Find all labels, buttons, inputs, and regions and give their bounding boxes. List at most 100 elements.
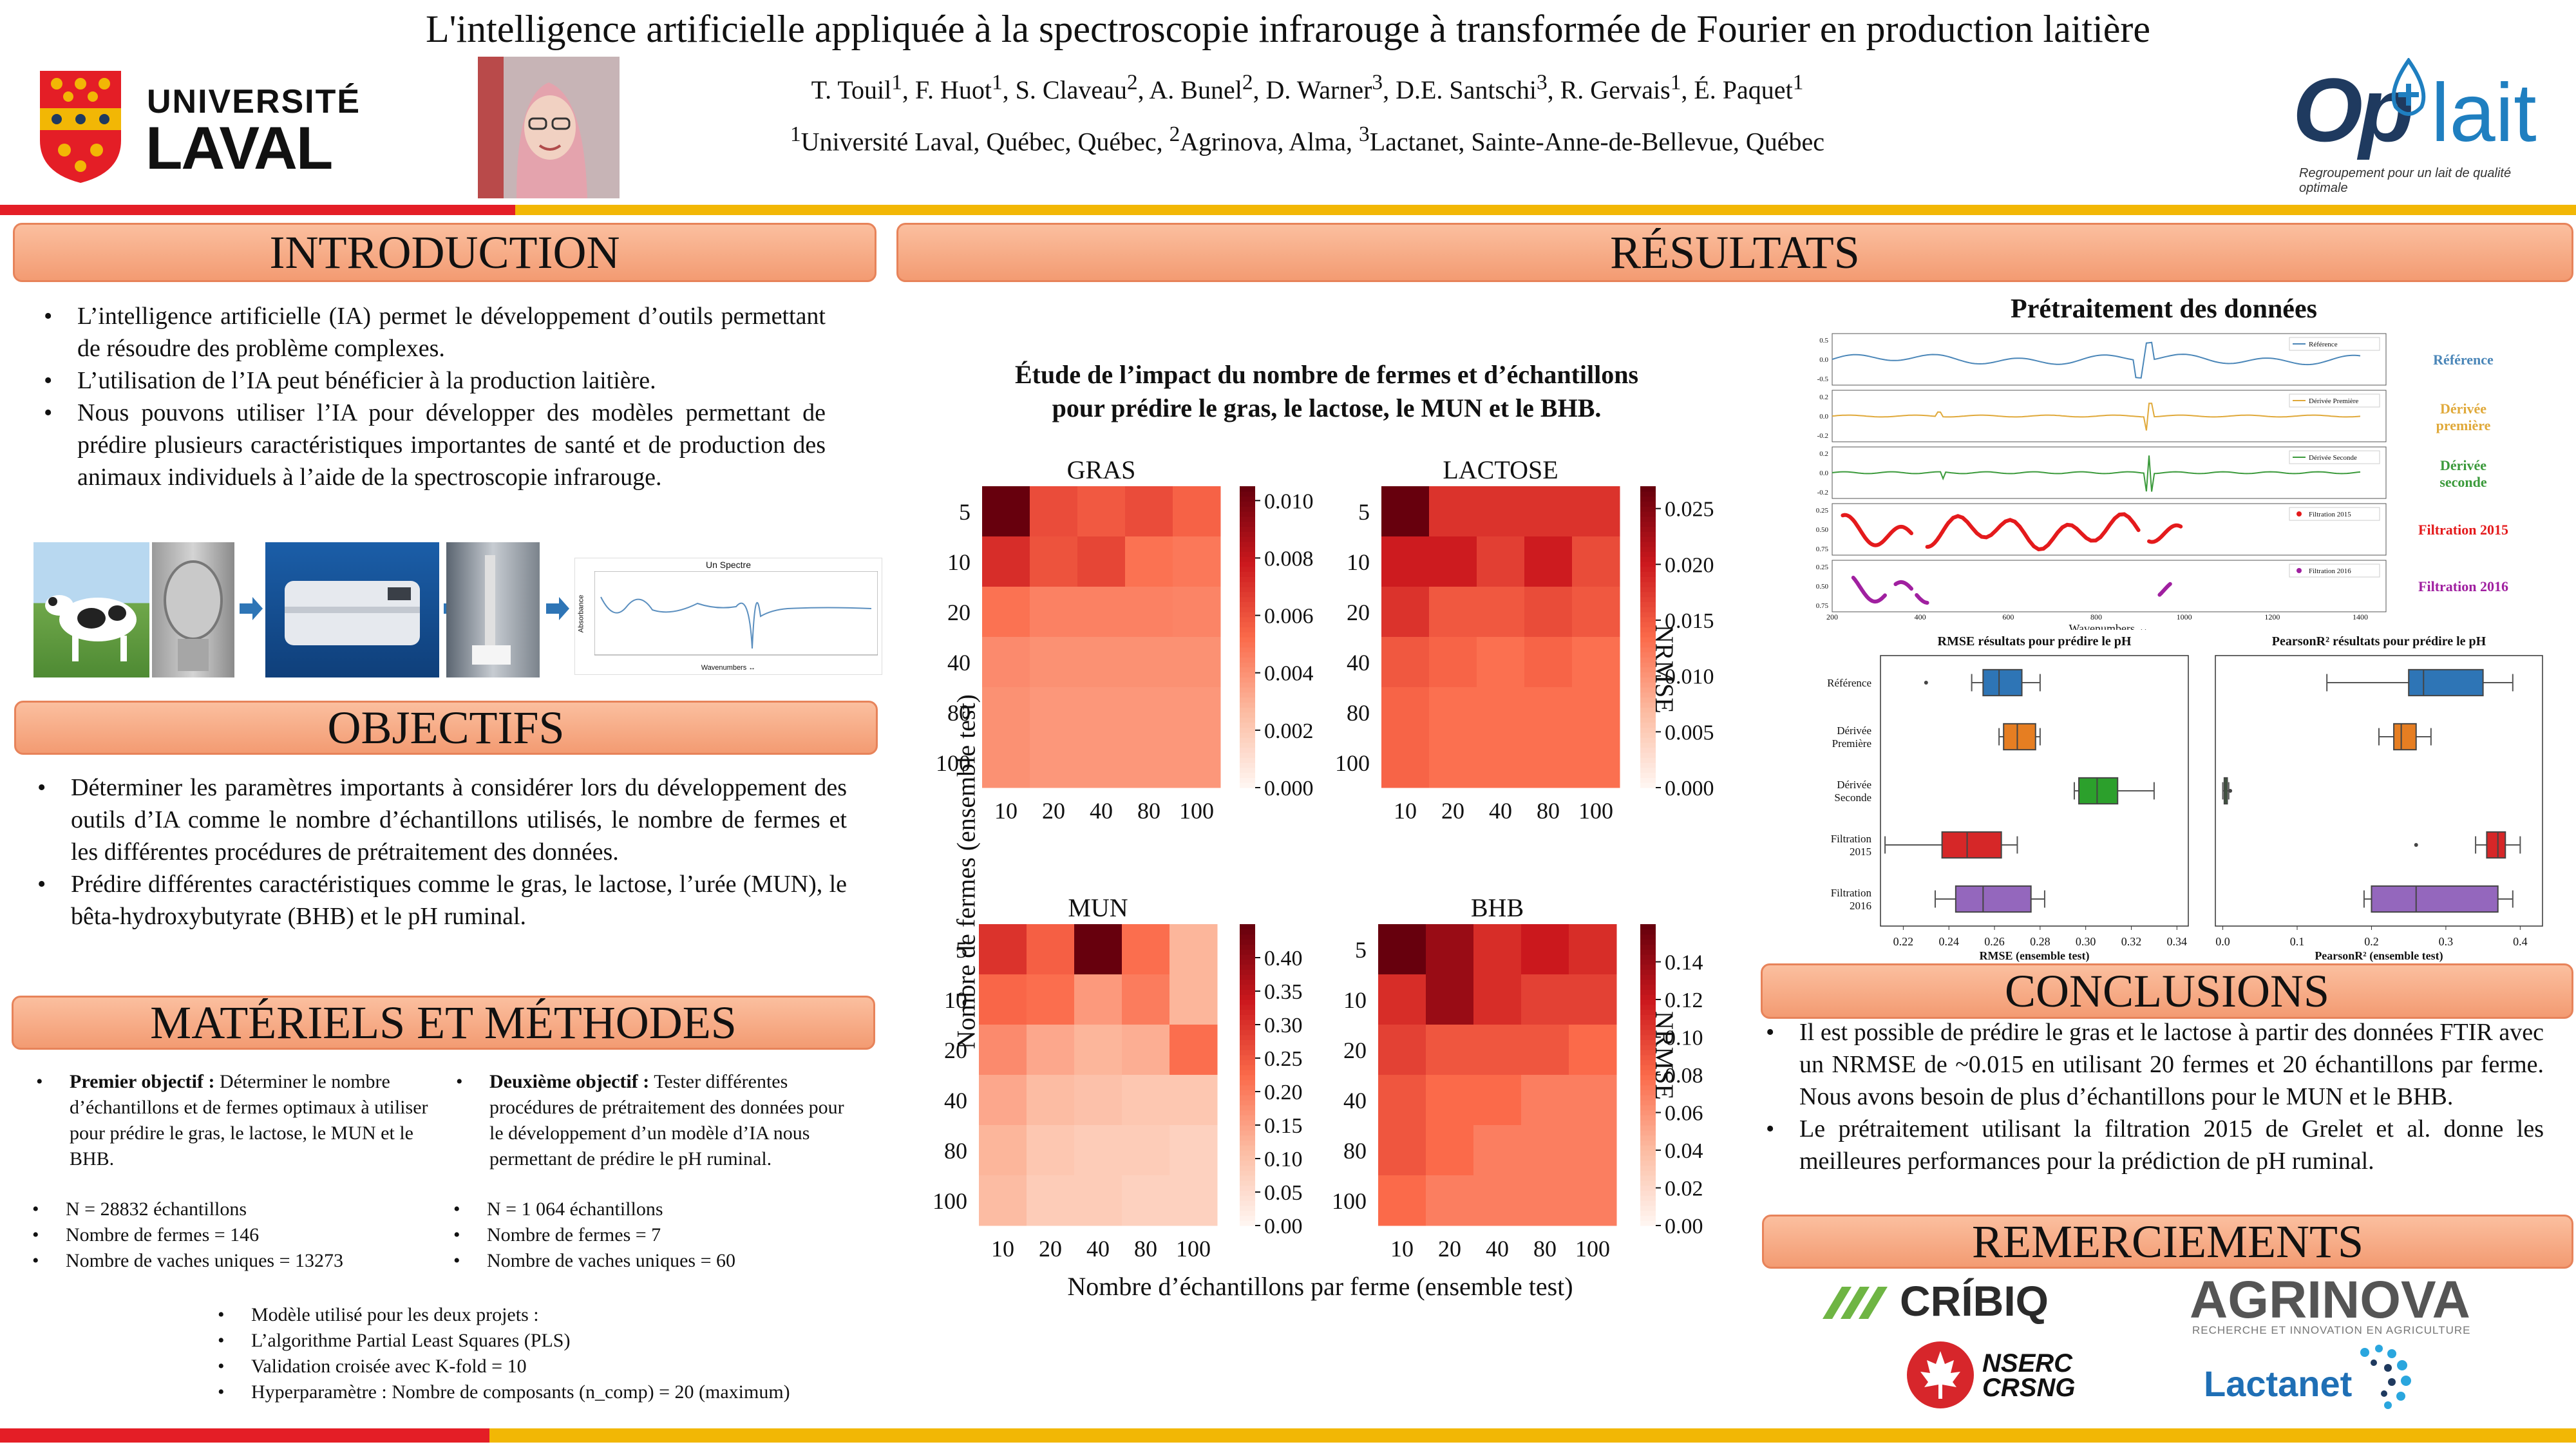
methods-obj1: Premier objectif : Déterminer le nombre … <box>31 1069 430 1172</box>
heatmap-cell <box>1381 486 1430 537</box>
colorbar-segment <box>1640 989 1656 995</box>
heatmap-cell <box>1173 737 1221 788</box>
colorbar-segment <box>1640 1009 1656 1015</box>
colorbar-segment <box>1240 662 1255 668</box>
colorbar-segment <box>1240 1045 1255 1050</box>
boxplot-iqr <box>2078 777 2119 805</box>
colorbar-segment <box>1640 1059 1656 1065</box>
heatmap-cell <box>1572 587 1620 638</box>
author-name: D. Warner <box>1265 75 1372 105</box>
colorbar-segment <box>1640 1110 1656 1115</box>
section-intro-header: INTRODUCTION <box>13 223 876 282</box>
boxplot-iqr <box>1941 831 2002 859</box>
preproc-ytick: 0.50 <box>1816 526 1829 534</box>
boxplot-category: Filtration <box>1831 833 1872 845</box>
boxplot-box <box>2378 723 2432 751</box>
preproc-legend-swatch <box>2297 568 2302 573</box>
colorbar-segment <box>1640 712 1656 718</box>
colorbar-segment <box>1640 582 1656 587</box>
colorbar-tick-label: 0.30 <box>1264 1014 1303 1037</box>
colorbar-segment <box>1240 637 1255 643</box>
author-affiliation-sup: 1 <box>1792 71 1804 95</box>
colorbar-tick-label: 0.06 <box>1665 1102 1703 1126</box>
colorbar-segment <box>1240 1180 1255 1186</box>
colorbar-segment <box>1240 566 1255 573</box>
colorbar-segment <box>1240 1185 1255 1191</box>
heatmap-ytick: 80 <box>1347 700 1370 726</box>
preproc-xtick: 1200 <box>2264 612 2280 621</box>
colorbar-segment <box>1240 1084 1255 1090</box>
heatmap-ytick: 10 <box>1347 549 1370 575</box>
colorbar-segment <box>1640 511 1656 517</box>
colorbar-segment <box>1640 607 1656 612</box>
colorbar-segment <box>1640 1039 1656 1045</box>
boxplot-iqr <box>2003 723 2036 751</box>
heatmap-xtick: 20 <box>1438 1236 1461 1262</box>
boxplot-category: Dérivée <box>1837 724 1871 737</box>
preproc-chart: 0.5 0.0 -0.5 Référence Référence 0.2 0.0 -0.2 Dé… <box>1816 333 2508 630</box>
author-name: F. Huot <box>914 75 992 105</box>
intro-bullet: L’intelligence artificielle (IA) permet … <box>39 300 826 365</box>
author-affiliation-sup: 2 <box>1242 71 1253 95</box>
boxplot-xtick: 0.34 <box>2167 935 2188 948</box>
colorbar-segment <box>1640 647 1656 652</box>
heatmap-cell <box>1429 737 1477 788</box>
colorbar-segment <box>1240 501 1255 507</box>
boxplot-iqr <box>2393 723 2417 751</box>
colorbar-segment <box>1240 1220 1255 1226</box>
heatmap-lactose: LACTOSE 5 10 20 40 80 100 10 20 40 80 100 0.000 0.005… <box>1335 455 1714 824</box>
colorbar-segment <box>1640 1029 1656 1036</box>
heatmap-cell <box>1077 637 1126 688</box>
section-remerciements-header: REMERCIEMENTS <box>1762 1215 2573 1269</box>
preproc-side-label: Filtration 2016 <box>2418 578 2508 594</box>
colorbar-segment <box>1640 667 1656 673</box>
methods-obj2: Deuxième objectif : Tester différentes p… <box>451 1069 850 1172</box>
heatmap-cell <box>982 587 1030 638</box>
boxplot-iqr <box>2486 831 2506 859</box>
colorbar-segment <box>1240 1039 1255 1045</box>
colorbar-segment <box>1240 1130 1255 1136</box>
oplait-lait: lait <box>2431 67 2537 159</box>
colorbar-segment <box>1640 954 1656 960</box>
heatmap-cell <box>1027 924 1075 975</box>
oplait-tagline: Regroupement pour un lait de qualité opt… <box>2299 166 2512 195</box>
heatmap-cell <box>1378 924 1426 975</box>
preproc-series-points <box>1946 512 2141 552</box>
colorbar-segment <box>1240 969 1255 975</box>
heatmap-cell <box>1477 687 1525 738</box>
arrow-icon <box>238 596 264 625</box>
spectre-title: Un Spectre <box>705 560 752 570</box>
heatmap-cell <box>1125 486 1173 537</box>
colorbar-segment <box>1240 762 1255 768</box>
heatmap-cell <box>1378 1025 1426 1075</box>
colorbar-segment <box>1240 707 1255 713</box>
heatmaps-title: Étude de l’impact du nombre de fermes et… <box>1014 360 1639 422</box>
colorbar-segment <box>1240 576 1255 582</box>
author-name: É. Paquet <box>1694 75 1793 105</box>
heatmap-title: BHB <box>1471 893 1524 922</box>
colorbar-segment <box>1240 1079 1255 1086</box>
preproc-xlabel: Wavenumbers ↔ <box>2069 622 2149 630</box>
preproc-series-points <box>1893 580 1913 591</box>
rmse-boxplot: RMSE résultats pour prédire le pH Référen… <box>1827 634 2189 963</box>
boxplot-category: 2015 <box>1850 846 1871 858</box>
preproc-ytick: 0.75 <box>1816 602 1829 610</box>
methods-obj2-list: N = 1 064 échantillons Nombre de fermes … <box>448 1197 848 1274</box>
colorbar-segment <box>1240 1025 1255 1030</box>
colorbar-segment <box>1240 1050 1255 1056</box>
heatmap-cell <box>1077 486 1126 537</box>
colorbar-segment <box>1240 1125 1255 1131</box>
boxplot-xtick: 0.28 <box>2030 935 2050 948</box>
boxplot-category: Filtration <box>1831 887 1872 899</box>
heatmap-cell <box>1122 1075 1170 1126</box>
colorbar-tick-label: 0.010 <box>1665 665 1714 689</box>
colorbar-segment <box>1640 1140 1656 1146</box>
colorbar-segment <box>1640 486 1656 492</box>
methods-model-item: Hyperparamètre : Nombre de composants (n… <box>213 1379 889 1405</box>
colorbar-tick-label: 0.008 <box>1264 547 1314 571</box>
spectre-ylabel: Absorbance <box>577 594 585 633</box>
heatmap-cell <box>1477 637 1525 688</box>
colorbar-segment <box>1640 612 1656 618</box>
colorbar-segment <box>1640 657 1656 663</box>
colorbar-tick-label: 0.25 <box>1264 1047 1303 1071</box>
